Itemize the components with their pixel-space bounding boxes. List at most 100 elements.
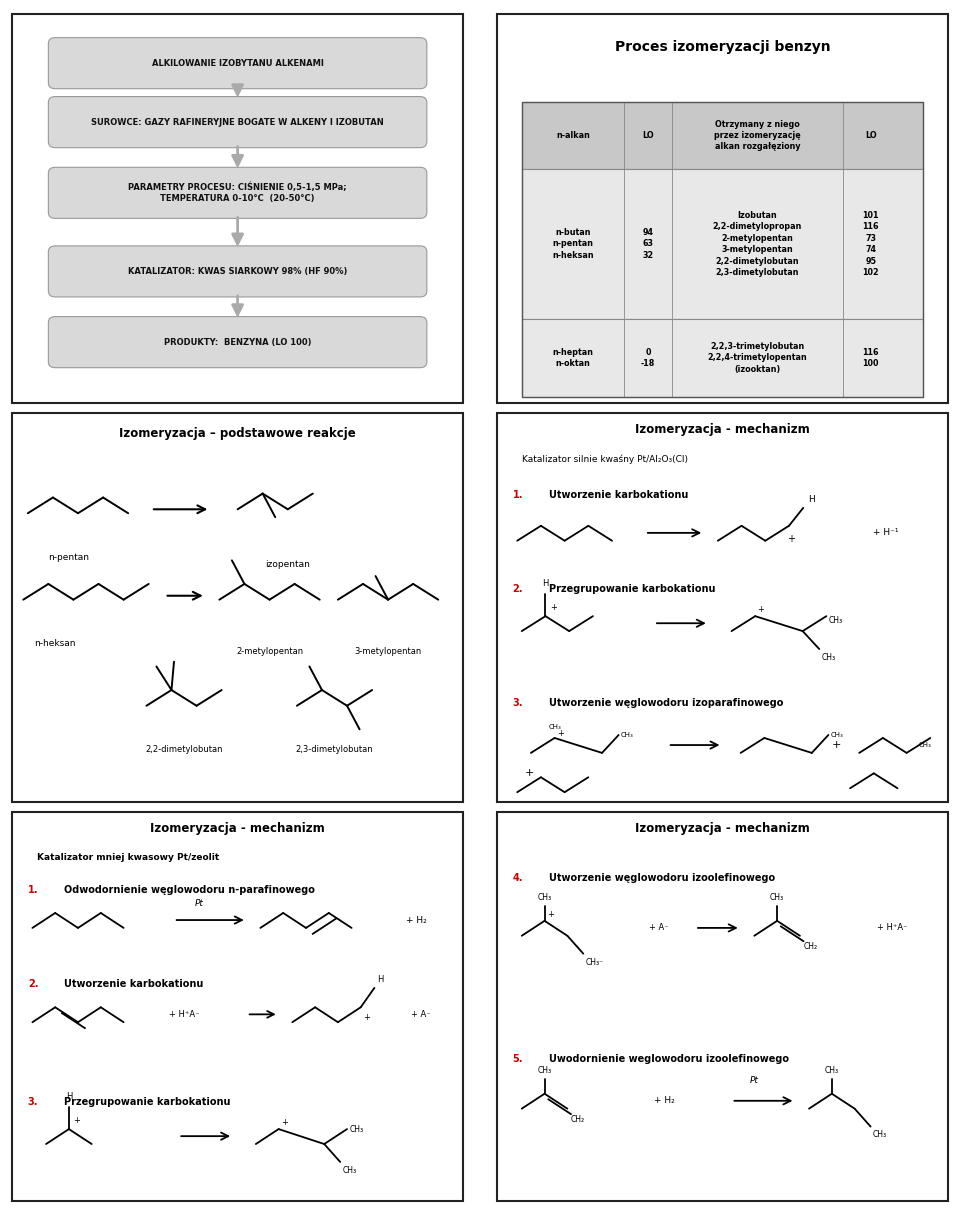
FancyBboxPatch shape <box>12 413 464 802</box>
Text: PRODUKTY:  BENZYNA (LO 100): PRODUKTY: BENZYNA (LO 100) <box>164 337 311 347</box>
Text: SUROWCE: GAZY RAFINERYJNE BOGATE W ALKENY I IZOBUTAN: SUROWCE: GAZY RAFINERYJNE BOGATE W ALKEN… <box>91 117 384 127</box>
Text: LO: LO <box>642 132 654 140</box>
Text: 2,3-dimetylobutan: 2,3-dimetylobutan <box>296 745 373 754</box>
Text: n-heksan: n-heksan <box>35 638 76 648</box>
Text: 2,2,3-trimetylobutan
2,2,4-trimetylopentan
(izooktan): 2,2,3-trimetylobutan 2,2,4-trimetylopent… <box>708 342 807 374</box>
Text: 4.: 4. <box>513 873 523 883</box>
Text: 2.: 2. <box>28 979 38 989</box>
Text: Utworzenie węglowodoru izoparafinowego: Utworzenie węglowodoru izoparafinowego <box>549 698 783 708</box>
Text: CH₃: CH₃ <box>538 1066 552 1075</box>
Text: +: + <box>73 1116 81 1126</box>
Text: LO: LO <box>865 132 876 140</box>
Text: Izomeryzacja – podstawowe reakcje: Izomeryzacja – podstawowe reakcje <box>119 427 356 440</box>
FancyBboxPatch shape <box>48 317 427 368</box>
Text: KATALIZATOR: KWAS SIARKOWY 98% (HF 90%): KATALIZATOR: KWAS SIARKOWY 98% (HF 90%) <box>128 267 348 276</box>
Text: 3-metylopentan: 3-metylopentan <box>354 647 421 655</box>
Text: +: + <box>757 606 764 614</box>
Text: Odwodornienie węglowodoru n-parafinowego: Odwodornienie węglowodoru n-parafinowego <box>64 885 315 895</box>
Text: Izobutan
2,2-dimetylopropan
2-metylopentan
3-metylopentan
2,2-dimetylobutan
2,3-: Izobutan 2,2-dimetylopropan 2-metylopent… <box>713 210 803 277</box>
FancyBboxPatch shape <box>522 103 923 169</box>
Text: ALKILOWANIE IZOBYTANU ALKENAMI: ALKILOWANIE IZOBYTANU ALKENAMI <box>152 59 324 68</box>
Text: CH₃: CH₃ <box>830 731 844 737</box>
Text: 3.: 3. <box>513 698 523 708</box>
Text: Izomeryzacja - mechanizm: Izomeryzacja - mechanizm <box>635 822 810 835</box>
Text: + H₂: + H₂ <box>406 915 427 925</box>
Text: Pt: Pt <box>750 1076 758 1086</box>
Text: Utworzenie karbokationu: Utworzenie karbokationu <box>64 979 204 989</box>
Text: CH₃: CH₃ <box>621 731 634 737</box>
Text: CH₃: CH₃ <box>548 724 561 730</box>
Text: 116
100: 116 100 <box>863 348 879 368</box>
Text: +: + <box>831 740 841 750</box>
Text: Izomeryzacja - mechanizm: Izomeryzacja - mechanizm <box>635 423 810 436</box>
Text: 1.: 1. <box>28 885 38 895</box>
Text: Uwodornienie weglowodoru izoolefinowego: Uwodornienie weglowodoru izoolefinowego <box>549 1054 789 1064</box>
Text: Proces izomeryzacji benzyn: Proces izomeryzacji benzyn <box>614 40 830 53</box>
FancyBboxPatch shape <box>48 245 427 297</box>
FancyBboxPatch shape <box>48 97 427 147</box>
Text: CH₃: CH₃ <box>538 893 552 902</box>
Text: Pt: Pt <box>195 899 204 908</box>
Text: n-alkan: n-alkan <box>556 132 589 140</box>
Text: izopentan: izopentan <box>265 561 310 569</box>
Text: H: H <box>807 494 814 504</box>
FancyBboxPatch shape <box>522 319 923 397</box>
Text: H: H <box>376 974 383 984</box>
Text: 2,2-dimetylobutan: 2,2-dimetylobutan <box>145 745 223 754</box>
Text: +: + <box>547 910 554 919</box>
Text: +: + <box>550 603 557 612</box>
Text: CH₃: CH₃ <box>873 1130 887 1140</box>
Text: CH₃: CH₃ <box>343 1165 356 1175</box>
Text: 2.: 2. <box>513 584 523 594</box>
Text: Katalizator silnie kwaśny Pt/Al₂O₃(Cl): Katalizator silnie kwaśny Pt/Al₂O₃(Cl) <box>522 455 687 464</box>
Text: CH₃⁻: CH₃⁻ <box>586 958 604 967</box>
Text: CH₃: CH₃ <box>828 615 843 625</box>
Text: 0
-18: 0 -18 <box>641 348 656 368</box>
Text: +: + <box>281 1118 288 1127</box>
Text: + H⁻¹: + H⁻¹ <box>873 528 899 537</box>
Text: Izomeryzacja - mechanizm: Izomeryzacja - mechanizm <box>150 822 325 835</box>
FancyBboxPatch shape <box>496 413 948 802</box>
Text: Otrzymany z niego
przez izomeryzację
alkan rozgałęziony: Otrzymany z niego przez izomeryzację alk… <box>714 120 801 151</box>
Text: CH₃: CH₃ <box>349 1124 364 1134</box>
Text: +: + <box>363 1013 370 1022</box>
FancyBboxPatch shape <box>48 37 427 88</box>
Text: + A⁻: + A⁻ <box>411 1010 430 1019</box>
FancyBboxPatch shape <box>12 15 464 403</box>
Text: CH₃: CH₃ <box>770 893 784 902</box>
Text: +: + <box>557 729 564 737</box>
Text: +: + <box>524 768 534 777</box>
Text: Utworzenie węglowodoru izoolefinowego: Utworzenie węglowodoru izoolefinowego <box>549 873 776 883</box>
Text: PARAMETRY PROCESU: CIŚNIENIE 0,5-1,5 MPa;
TEMPERATURA 0-10°C  (20-50°C): PARAMETRY PROCESU: CIŚNIENIE 0,5-1,5 MPa… <box>129 183 347 203</box>
Text: + H₂: + H₂ <box>654 1097 675 1105</box>
Text: 101
116
73
74
95
102: 101 116 73 74 95 102 <box>863 210 879 277</box>
Text: CH₃: CH₃ <box>825 1066 839 1075</box>
FancyBboxPatch shape <box>496 15 948 403</box>
FancyBboxPatch shape <box>522 169 923 319</box>
Text: Katalizator mniej kwasowy Pt/zeolit: Katalizator mniej kwasowy Pt/zeolit <box>36 854 219 862</box>
Text: n-pentan: n-pentan <box>48 553 89 561</box>
Text: 94
63
32: 94 63 32 <box>642 229 654 260</box>
Text: CH₃: CH₃ <box>822 653 835 663</box>
Text: CH₂: CH₂ <box>804 942 818 950</box>
Text: + H⁺A⁻: + H⁺A⁻ <box>169 1010 200 1019</box>
Text: n-heptan
n-oktan: n-heptan n-oktan <box>552 348 593 368</box>
Text: +: + <box>787 533 795 544</box>
Text: Przegrupowanie karbokationu: Przegrupowanie karbokationu <box>549 584 715 594</box>
Text: 3.: 3. <box>28 1097 38 1107</box>
FancyBboxPatch shape <box>48 167 427 219</box>
Text: H: H <box>542 579 549 588</box>
Text: n-butan
n-pentan
n-heksan: n-butan n-pentan n-heksan <box>552 229 593 260</box>
Text: Przegrupowanie karbokationu: Przegrupowanie karbokationu <box>64 1097 230 1107</box>
Text: 1.: 1. <box>513 490 523 499</box>
Text: + A⁻: + A⁻ <box>650 924 669 932</box>
Text: Utworzenie karbokationu: Utworzenie karbokationu <box>549 490 688 499</box>
Text: 5.: 5. <box>513 1054 523 1064</box>
Text: CH₂: CH₂ <box>571 1115 586 1123</box>
Text: 2-metylopentan: 2-metylopentan <box>236 647 303 655</box>
Text: H: H <box>65 1092 72 1100</box>
FancyBboxPatch shape <box>12 812 464 1201</box>
Text: CH₃: CH₃ <box>919 742 931 748</box>
Text: + H⁺A⁻: + H⁺A⁻ <box>877 924 908 932</box>
FancyBboxPatch shape <box>496 812 948 1201</box>
